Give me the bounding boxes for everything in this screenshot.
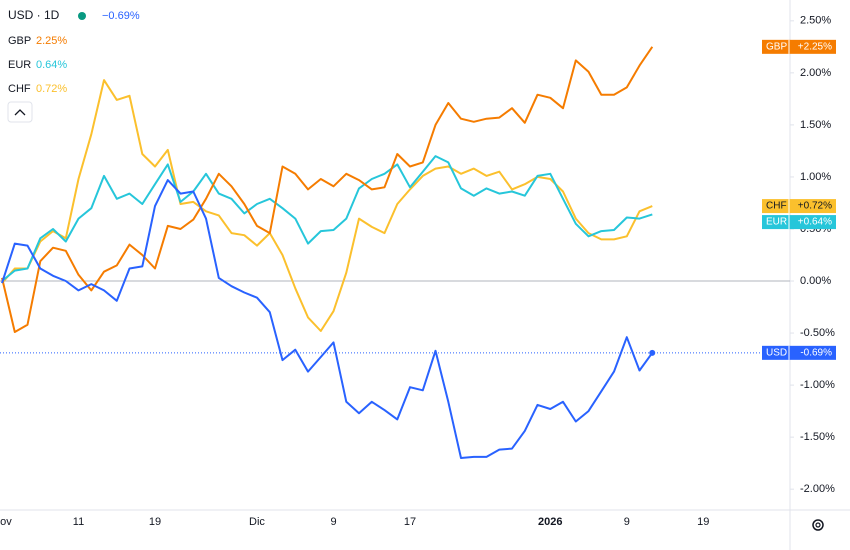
- y-tick-label: -2.00%: [800, 483, 835, 495]
- chart-title: USD · 1D: [8, 8, 60, 22]
- series-line: [1, 46, 654, 333]
- price-tag: CHF +0.72%: [762, 199, 836, 214]
- series-line: [1, 155, 653, 282]
- x-tick-label: 19: [697, 516, 709, 528]
- tag-value: +0.64%: [798, 217, 832, 228]
- x-tick-label: 17: [404, 516, 416, 528]
- gear-ring: [812, 519, 824, 531]
- tag-value: +0.72%: [798, 201, 832, 212]
- tag-name: USD: [766, 347, 787, 358]
- legend-name: GBP: [8, 35, 31, 47]
- legend-name: EUR: [8, 59, 31, 71]
- legend-name: CHF: [8, 83, 31, 95]
- price-tag: USD -0.69%: [762, 345, 836, 360]
- tag-name: GBP: [766, 41, 787, 52]
- tag-value: -0.69%: [800, 347, 832, 358]
- price-tag: GBP +2.25%: [762, 39, 836, 54]
- gear-hub: [815, 522, 821, 528]
- series-line: [1, 179, 654, 459]
- series-line: [1, 79, 653, 332]
- legend-value: 0.72%: [36, 83, 67, 95]
- legend-value: 0.64%: [36, 59, 67, 71]
- x-tick-label: Nov: [0, 516, 12, 528]
- y-tick-label: -1.50%: [800, 431, 835, 443]
- y-tick-label: 0.00%: [800, 275, 831, 287]
- x-tick-label: 2026: [538, 516, 562, 528]
- chevron-icon: [14, 109, 26, 116]
- legend: USD · 1D −0.69% GBP 2.25% EUR 0.64% CHF 0.72%: [7, 8, 140, 123]
- x-tick-label: 9: [624, 516, 630, 528]
- tag-bg: [762, 199, 836, 214]
- x-tick-label: 9: [330, 516, 336, 528]
- y-tick-label: 1.00%: [800, 171, 831, 183]
- price-tag: EUR +0.64%: [762, 215, 836, 230]
- y-tick-label: -1.00%: [800, 379, 835, 391]
- tag-bg: [762, 345, 836, 360]
- settings-icon[interactable]: [812, 519, 824, 531]
- last-point: [649, 349, 656, 356]
- tag-name: CHF: [766, 201, 787, 212]
- x-tick-label: 11: [73, 516, 84, 528]
- y-tick-label: 2.50%: [800, 15, 831, 27]
- tag-value: +2.25%: [798, 41, 832, 52]
- x-tick-label: 19: [149, 516, 161, 528]
- tag-bg: [762, 39, 836, 54]
- tag-name: EUR: [766, 217, 787, 228]
- collapse-button[interactable]: [7, 101, 33, 123]
- tag-bg: [762, 215, 836, 230]
- y-tick-label: -0.50%: [800, 327, 835, 339]
- x-tick-label: Dic: [249, 516, 265, 528]
- title-value: −0.69%: [102, 10, 140, 22]
- legend-value: 2.25%: [36, 35, 67, 47]
- y-tick-label: 2.00%: [800, 67, 831, 79]
- status-dot: [78, 12, 86, 20]
- y-tick-label: 1.50%: [800, 119, 831, 131]
